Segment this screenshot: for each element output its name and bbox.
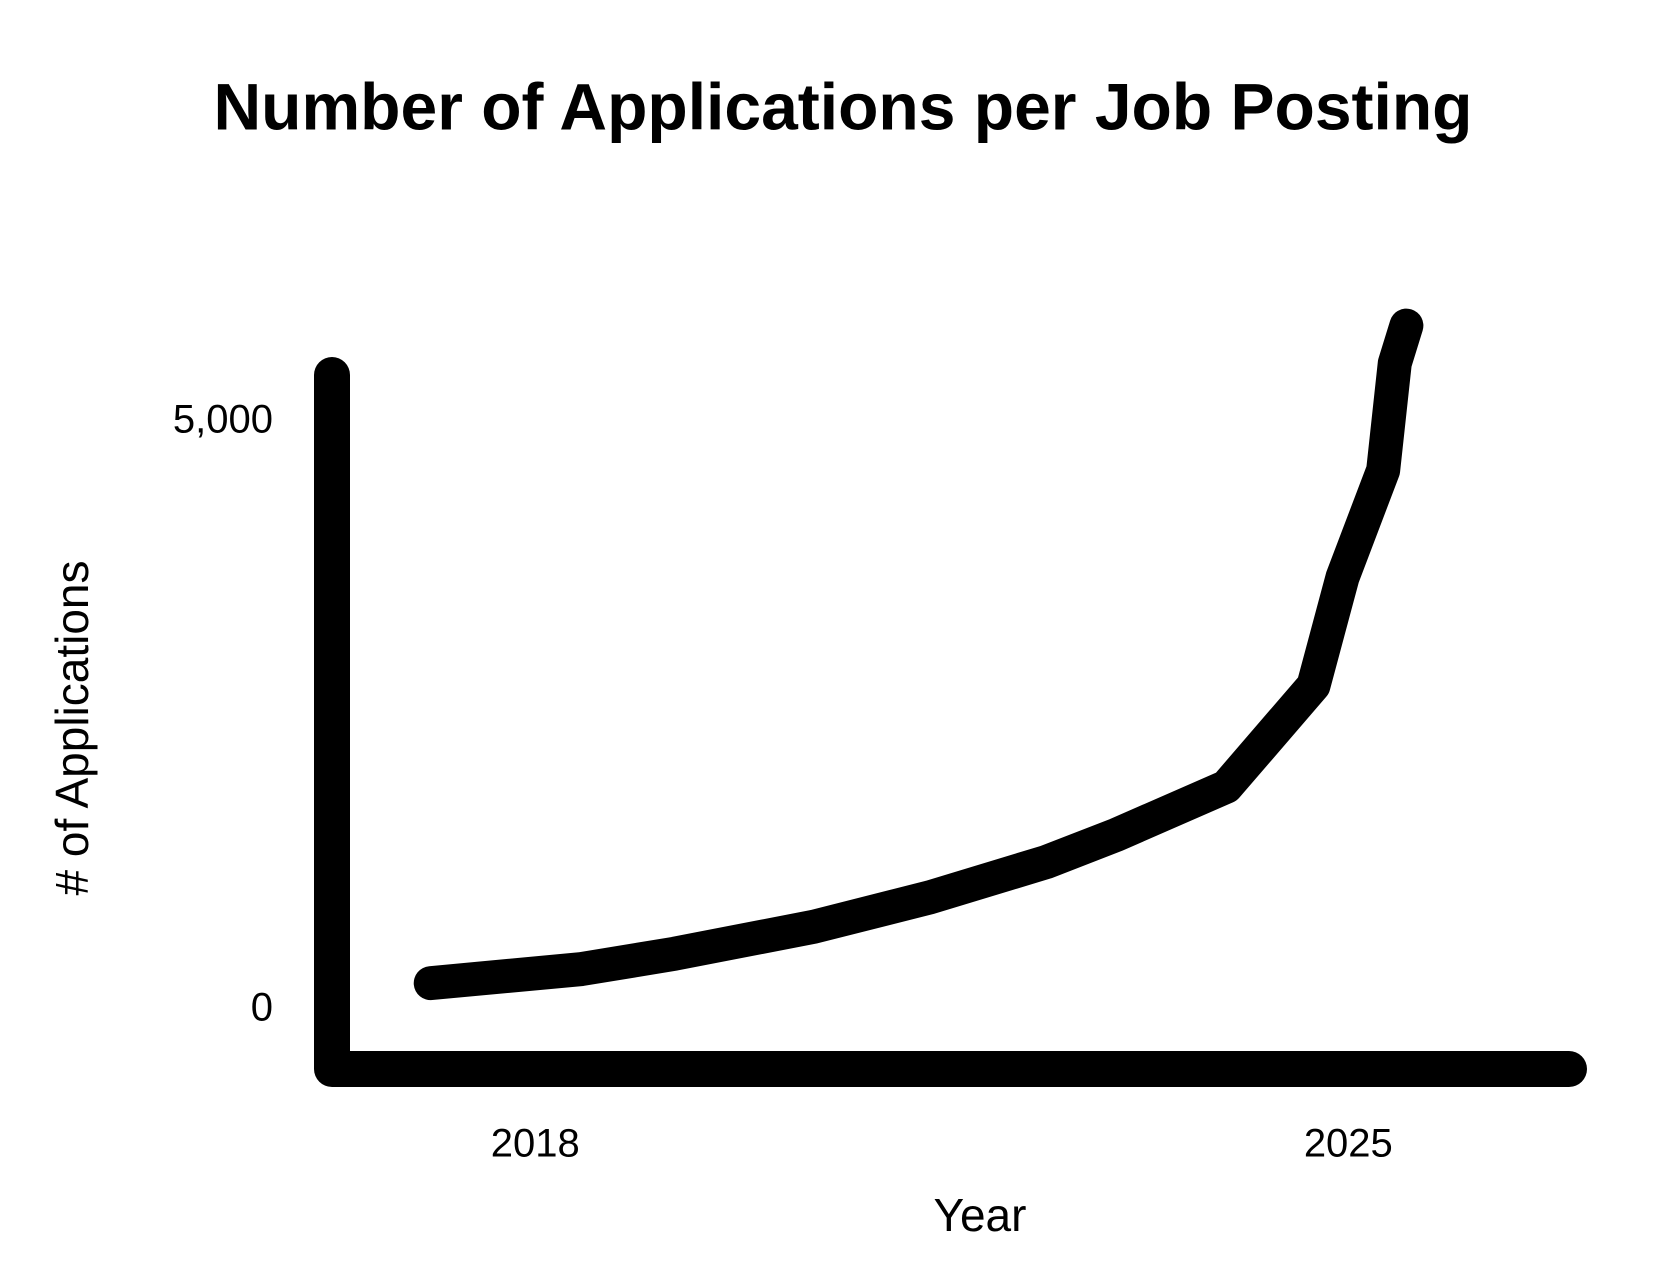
y-tick-label: 0 xyxy=(251,986,273,1030)
chart-title: Number of Applications per Job Posting xyxy=(214,69,1473,143)
x-axis-label: Year xyxy=(934,1189,1027,1241)
y-tick-label: 5,000 xyxy=(173,398,273,442)
axis-line xyxy=(314,357,1587,1087)
y-axis-label: # of Applications xyxy=(46,560,98,895)
x-tick-label: 2018 xyxy=(491,1122,580,1166)
x-tick-label: 2025 xyxy=(1304,1122,1393,1166)
data-line xyxy=(413,308,1424,1001)
